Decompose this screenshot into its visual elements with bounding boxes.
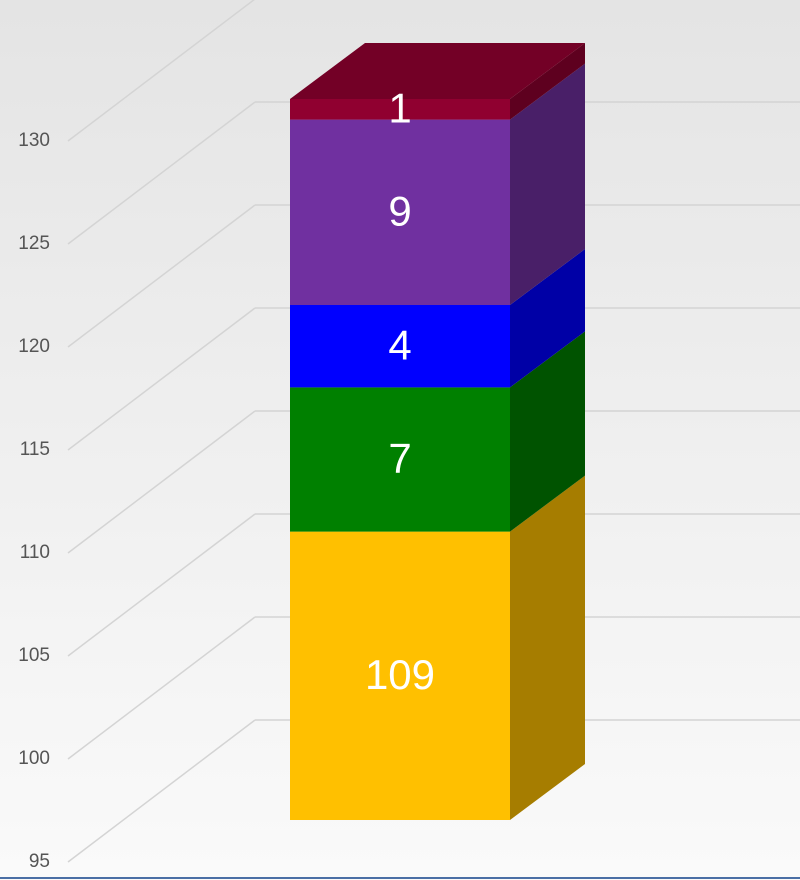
y-tick-label: 100 [18,748,50,769]
grid-line [67,616,256,760]
grid-line [67,719,256,863]
bar-segment [290,99,510,120]
bar-side [510,331,585,532]
y-tick-label: 120 [18,336,50,357]
y-tick-label: 125 [18,233,50,254]
bar-side [510,43,585,120]
y-tick-label: 105 [18,645,50,666]
bar-segment [290,305,510,388]
bar-segment [290,387,510,532]
data-label: 4 [388,321,411,368]
y-tick-label: 110 [20,542,50,563]
y-tick-label: 130 [18,130,50,151]
data-label: 9 [388,187,411,234]
grid-line [67,307,256,451]
y-tick-label: 95 [29,851,50,872]
bar-top [290,43,585,99]
grid-line [67,204,256,348]
data-label: 109 [365,651,435,698]
bar-segment [290,531,510,820]
bar-side [510,475,585,820]
grid-line [67,101,256,245]
data-label: 7 [388,435,411,482]
y-tick-label: 115 [20,439,50,460]
data-label: 1 [388,84,411,131]
bar-segment [290,119,510,305]
grid-line [67,513,256,657]
bar-side [510,63,585,305]
grid-line [67,0,255,142]
bar-side [510,249,585,388]
grid-line [67,410,256,554]
